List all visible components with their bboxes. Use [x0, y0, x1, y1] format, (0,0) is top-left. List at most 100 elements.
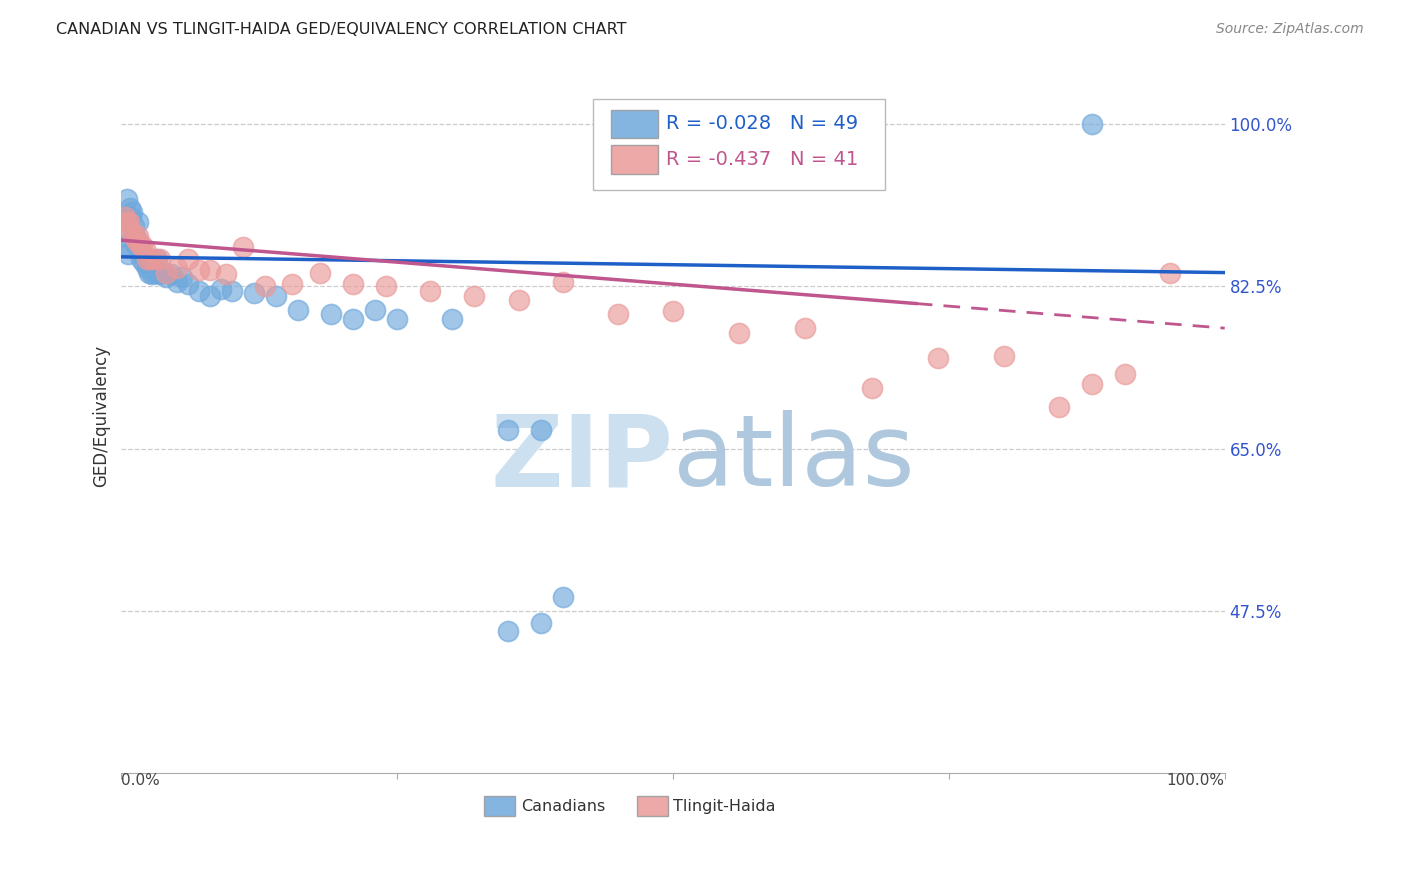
Point — [1047, 400, 1070, 414]
Point — [198, 289, 221, 303]
Point — [287, 302, 309, 317]
Point — [281, 277, 304, 291]
Point — [993, 349, 1015, 363]
Point — [125, 233, 148, 247]
Point — [215, 268, 238, 282]
Point — [496, 624, 519, 638]
Point — [124, 228, 146, 243]
Point — [419, 284, 441, 298]
Point — [139, 252, 162, 266]
Point — [166, 275, 188, 289]
Point — [441, 312, 464, 326]
Point — [198, 262, 221, 277]
Point — [141, 256, 163, 270]
Point — [135, 260, 157, 275]
Point — [125, 233, 148, 247]
Point — [309, 266, 332, 280]
Point — [127, 214, 149, 228]
Point — [530, 615, 553, 630]
Point — [176, 277, 198, 291]
Point — [606, 307, 628, 321]
Point — [129, 252, 152, 266]
Point — [120, 224, 142, 238]
Point — [122, 228, 145, 243]
Point — [115, 192, 138, 206]
Point — [114, 210, 136, 224]
Point — [143, 266, 166, 280]
Point — [125, 237, 148, 252]
Text: 100.0%: 100.0% — [1167, 772, 1225, 788]
Point — [1081, 376, 1104, 391]
Point — [209, 282, 232, 296]
FancyBboxPatch shape — [612, 145, 658, 174]
FancyBboxPatch shape — [485, 797, 516, 816]
Point — [141, 268, 163, 282]
Point — [187, 262, 209, 277]
Text: R = -0.437   N = 41: R = -0.437 N = 41 — [666, 150, 859, 169]
Point — [243, 285, 266, 300]
Point — [135, 252, 157, 266]
Point — [342, 312, 364, 326]
Point — [114, 228, 136, 243]
Point — [115, 237, 138, 252]
Point — [1081, 117, 1104, 131]
Point — [120, 201, 142, 215]
Point — [232, 240, 254, 254]
Point — [155, 270, 177, 285]
FancyBboxPatch shape — [637, 797, 668, 816]
Point — [135, 252, 157, 266]
Point — [794, 321, 817, 335]
Point — [187, 284, 209, 298]
Point — [118, 214, 141, 228]
Point — [172, 270, 194, 285]
Point — [375, 279, 398, 293]
Point — [530, 423, 553, 437]
Text: ZIP: ZIP — [491, 410, 673, 508]
Text: Canadians: Canadians — [520, 798, 605, 814]
Point — [221, 284, 243, 298]
Y-axis label: GED/Equivalency: GED/Equivalency — [93, 345, 110, 487]
Point — [121, 205, 143, 219]
Text: Source: ZipAtlas.com: Source: ZipAtlas.com — [1216, 22, 1364, 37]
Text: R = -0.028   N = 49: R = -0.028 N = 49 — [666, 114, 859, 133]
Point — [927, 351, 949, 365]
Point — [166, 260, 188, 275]
Point — [131, 237, 153, 252]
Point — [152, 266, 174, 280]
Point — [129, 237, 152, 252]
Point — [149, 268, 172, 282]
Text: CANADIAN VS TLINGIT-HAIDA GED/EQUIVALENCY CORRELATION CHART: CANADIAN VS TLINGIT-HAIDA GED/EQUIVALENC… — [56, 22, 627, 37]
Point — [138, 266, 160, 280]
Point — [131, 247, 153, 261]
Point — [551, 590, 574, 604]
Point — [120, 210, 142, 224]
Point — [860, 381, 883, 395]
Point — [551, 275, 574, 289]
Point — [176, 252, 198, 266]
Point — [143, 252, 166, 266]
Point — [342, 277, 364, 291]
Text: atlas: atlas — [673, 410, 915, 508]
Point — [1114, 368, 1136, 382]
FancyBboxPatch shape — [612, 110, 658, 138]
Point — [132, 256, 155, 270]
Point — [127, 228, 149, 243]
Point — [117, 247, 139, 261]
Point — [145, 252, 167, 266]
Point — [253, 279, 276, 293]
Point — [662, 304, 685, 318]
Point — [319, 307, 342, 321]
Point — [264, 289, 287, 303]
Point — [122, 219, 145, 234]
Point — [115, 214, 138, 228]
Point — [134, 243, 156, 257]
Point — [118, 214, 141, 228]
Point — [128, 237, 150, 252]
Point — [508, 293, 530, 308]
Point — [496, 423, 519, 437]
Point — [149, 252, 172, 266]
Point — [1159, 266, 1181, 280]
Point — [364, 302, 387, 317]
Point — [387, 312, 409, 326]
Point — [728, 326, 751, 340]
